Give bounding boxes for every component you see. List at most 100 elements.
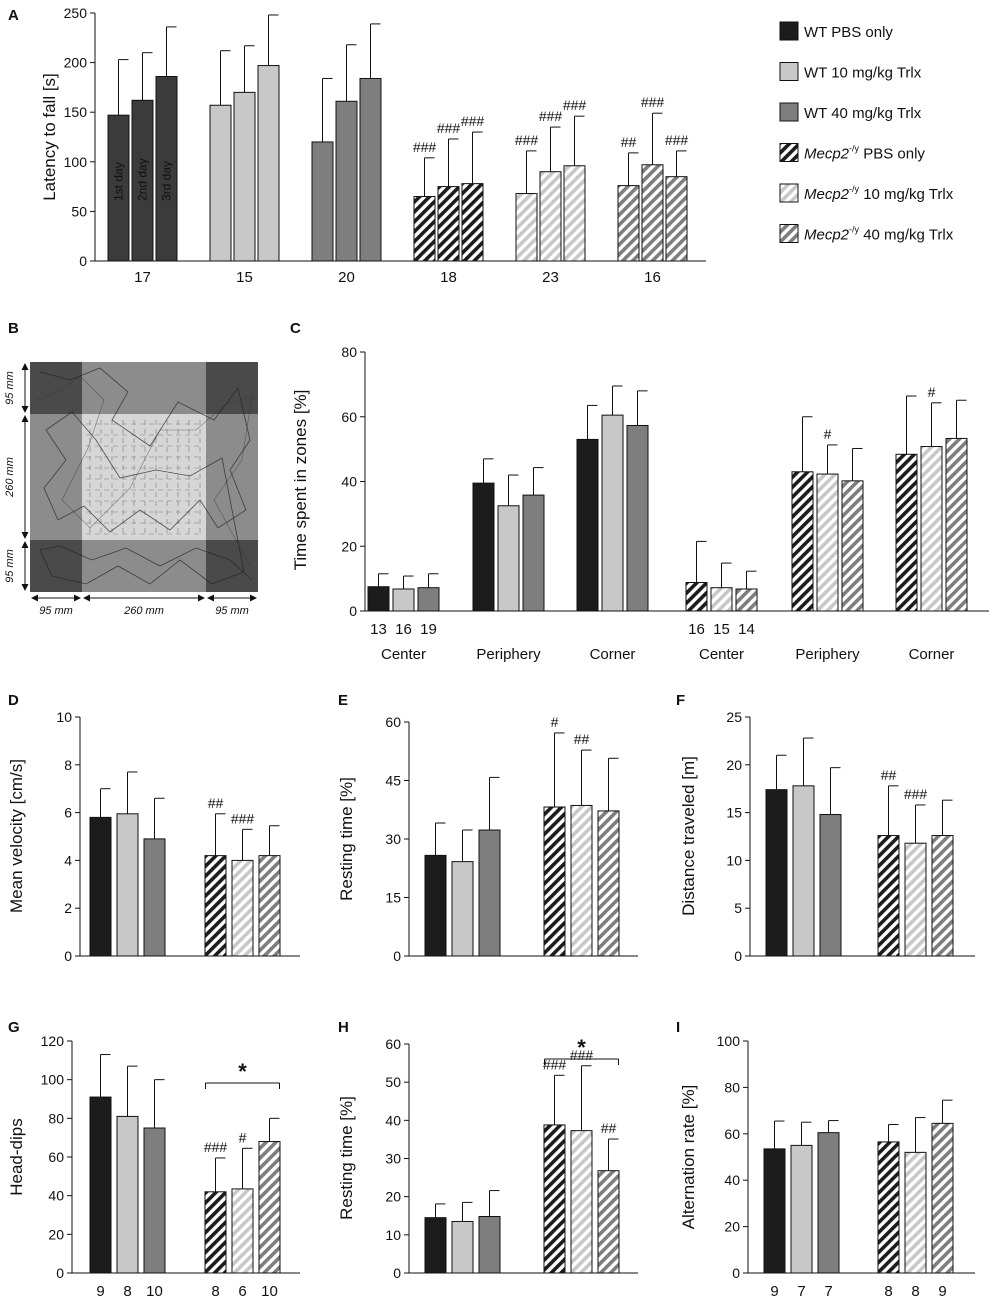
bar bbox=[257, 65, 280, 262]
panel-letter-i: I bbox=[676, 1019, 680, 1036]
y-tick-label: 25 bbox=[726, 709, 742, 725]
y-axis-title: Time spent in zones [%] bbox=[291, 390, 310, 571]
bar bbox=[258, 1141, 281, 1274]
zone-label: Center bbox=[381, 646, 426, 663]
bar bbox=[451, 861, 474, 957]
significance-marker: ### bbox=[231, 810, 255, 826]
legend-swatch bbox=[779, 102, 799, 122]
bar bbox=[601, 414, 624, 612]
dim-right: 95 mm bbox=[215, 605, 249, 617]
y-tick-label: 200 bbox=[64, 55, 88, 71]
bar bbox=[461, 183, 484, 262]
n-label: 8 bbox=[911, 1283, 919, 1300]
y-tick-label: 20 bbox=[48, 1226, 64, 1242]
bar bbox=[904, 1151, 927, 1274]
panel-letter-a: A bbox=[8, 7, 19, 24]
panel-letter-d: D bbox=[8, 692, 19, 709]
bar bbox=[641, 164, 664, 262]
legend-label: WT 40 mg/kg Trlx bbox=[804, 105, 922, 122]
y-tick-label: 15 bbox=[385, 890, 401, 906]
y-axis-title: Alternation rate [%] bbox=[679, 1085, 698, 1230]
zone-label: Periphery bbox=[795, 646, 860, 663]
bar bbox=[563, 165, 586, 262]
y-tick-label: 6 bbox=[64, 805, 72, 821]
y-tick-label: 30 bbox=[385, 1151, 401, 1167]
n-label: 9 bbox=[770, 1283, 778, 1300]
n-label: 13 bbox=[370, 621, 387, 638]
bar bbox=[209, 104, 232, 262]
panel-letter-f: F bbox=[676, 692, 685, 709]
y-tick-label: 150 bbox=[64, 104, 88, 120]
bar bbox=[392, 588, 415, 612]
bar bbox=[204, 1191, 227, 1274]
y-axis-title: Head-dips bbox=[7, 1118, 26, 1196]
bar bbox=[143, 838, 166, 957]
significance-marker: ### bbox=[904, 786, 928, 802]
n-label: 7 bbox=[824, 1283, 832, 1300]
bar bbox=[311, 141, 334, 262]
bar bbox=[231, 1188, 254, 1274]
legend-label: WT PBS only bbox=[804, 24, 893, 41]
y-tick-label: 20 bbox=[385, 1189, 401, 1205]
y-axis-title: Mean velocity [cm/s] bbox=[7, 759, 26, 913]
arena-grid bbox=[86, 420, 202, 535]
significance-marker: ### bbox=[515, 132, 539, 148]
legend-label: WT 10 mg/kg Trlx bbox=[804, 65, 922, 82]
n-label: 10 bbox=[261, 1283, 278, 1300]
bar bbox=[626, 424, 649, 612]
y-tick-label: 100 bbox=[717, 1033, 741, 1049]
y-axis-title: Resting time [%] bbox=[337, 1096, 356, 1220]
y-tick-label: 50 bbox=[71, 203, 87, 219]
y-tick-label: 40 bbox=[385, 1112, 401, 1128]
bar bbox=[543, 806, 566, 957]
panel-letter-e: E bbox=[338, 692, 348, 709]
bar bbox=[116, 813, 139, 957]
bar bbox=[904, 842, 927, 957]
n-label: 9 bbox=[938, 1283, 946, 1300]
panel-letter-b: B bbox=[8, 320, 19, 337]
y-tick-label: 0 bbox=[732, 1265, 740, 1281]
significance-marker: ### bbox=[563, 97, 587, 113]
significance-marker: ### bbox=[413, 139, 437, 155]
y-tick-label: 0 bbox=[79, 253, 87, 269]
y-tick-label: 60 bbox=[385, 1036, 401, 1052]
legend-swatch bbox=[779, 62, 799, 81]
bar bbox=[413, 196, 436, 262]
bar bbox=[877, 1141, 900, 1274]
bar bbox=[685, 582, 708, 612]
y-tick-label: 0 bbox=[393, 948, 401, 964]
significance-marker: ### bbox=[543, 1056, 567, 1072]
n-label: 14 bbox=[738, 621, 755, 638]
n-label: 8 bbox=[884, 1283, 892, 1300]
bar bbox=[931, 835, 954, 957]
bar bbox=[920, 446, 943, 612]
y-axis-title: Resting time [%] bbox=[337, 777, 356, 901]
bar bbox=[710, 587, 733, 612]
group-n-label: 15 bbox=[236, 269, 253, 286]
panel-letter-h: H bbox=[338, 1019, 349, 1036]
arena-track-2 bbox=[35, 375, 253, 567]
y-axis-title: Latency to fall [s] bbox=[40, 73, 59, 201]
y-tick-label: 0 bbox=[349, 603, 357, 619]
significance-marker: ## bbox=[621, 134, 637, 150]
zone-label: Periphery bbox=[476, 646, 541, 663]
y-tick-label: 0 bbox=[64, 948, 72, 964]
panel-letter-c: C bbox=[290, 320, 301, 337]
significance-star: * bbox=[238, 1059, 247, 1084]
significance-marker: ## bbox=[601, 1120, 617, 1136]
y-tick-label: 80 bbox=[48, 1110, 64, 1126]
n-label: 15 bbox=[713, 621, 730, 638]
bar bbox=[472, 482, 495, 612]
bar bbox=[367, 586, 390, 612]
legend: WT PBS only WT 10 mg/kg Trlx WT 40 mg/kg T… bbox=[779, 21, 954, 244]
n-label: 10 bbox=[146, 1283, 163, 1300]
dim-bottom: 95 mm bbox=[4, 549, 16, 583]
bar bbox=[417, 587, 440, 612]
y-tick-label: 20 bbox=[341, 538, 357, 554]
bar bbox=[478, 829, 501, 957]
bar bbox=[597, 1170, 620, 1274]
significance-star: * bbox=[577, 1035, 586, 1060]
n-label: 16 bbox=[395, 621, 412, 638]
